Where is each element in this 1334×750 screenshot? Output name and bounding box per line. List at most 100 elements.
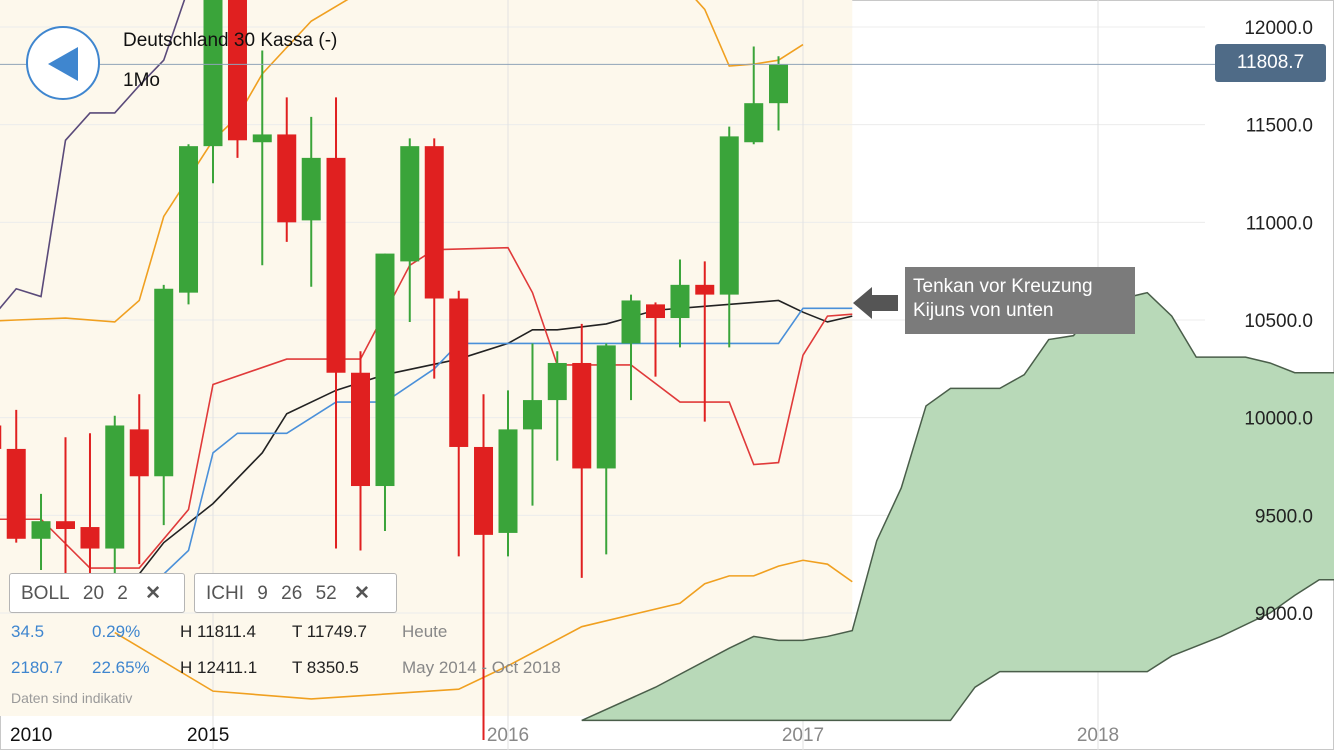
candle (695, 261, 715, 422)
y-tick-label: 12000.0 (1244, 18, 1313, 39)
boll-param-1: 20 (82, 583, 105, 604)
candle-body (129, 429, 149, 477)
callout-arrow-icon (853, 287, 898, 319)
candle (277, 97, 297, 242)
y-tick-label: 9500.0 (1255, 506, 1313, 527)
ichi-param-1: 9 (257, 583, 268, 604)
candle-body (80, 527, 100, 549)
candle (351, 351, 370, 551)
cloud-lower-line (581, 579, 1334, 722)
candle (400, 138, 420, 322)
candle-body (375, 253, 395, 487)
ichi-remove-icon[interactable]: ✕ (353, 583, 370, 604)
bollinger-upper-line (0, 0, 804, 323)
disclaimer-note: Daten sind indikativ (11, 690, 133, 706)
candle-body (105, 425, 125, 549)
candle (547, 351, 567, 461)
candle (301, 116, 321, 287)
candle (572, 323, 592, 578)
x-tick-label: 2018 (1077, 725, 1119, 746)
indicator-boll-chip[interactable]: BOLL 20 2 ✕ (9, 573, 185, 613)
candle (105, 415, 125, 578)
candle (31, 493, 51, 571)
candle-body (252, 134, 272, 143)
candle (424, 138, 444, 379)
stat-high: H 12411.1 (180, 658, 258, 677)
candle-body (154, 288, 174, 477)
candle-body (31, 521, 51, 539)
stat-pct: 22.65% (92, 658, 150, 677)
candle (252, 50, 272, 266)
candle-body (695, 284, 715, 295)
candle (227, 0, 247, 158)
x-tick-label: 2010 (10, 725, 52, 746)
bollinger-lower-line (114, 559, 853, 700)
ichi-param-2: 26 (281, 583, 303, 604)
candle-body (351, 372, 370, 487)
candle-body (6, 448, 26, 539)
candle-body (522, 400, 542, 430)
candle-body (0, 425, 2, 449)
stats-row-today: 34.5 0.29% H 11811.4 T 11749.7 Heute (0, 615, 640, 649)
cloud-upper-line (581, 291, 1334, 722)
candle-body (498, 429, 518, 533)
candle (646, 302, 665, 377)
candle (375, 253, 395, 531)
candle (449, 290, 469, 557)
candle (56, 437, 75, 576)
candle-body (203, 0, 223, 147)
candle-body (572, 362, 592, 469)
candle (179, 144, 199, 305)
candle-body (56, 521, 75, 530)
callout-line-2: Kijuns von unten (913, 300, 1054, 321)
candle-body (179, 146, 199, 293)
candle (670, 259, 690, 348)
candle-body (547, 362, 567, 401)
period-label[interactable]: 1Mo (123, 70, 160, 91)
ichi-name: ICHI (206, 583, 244, 604)
candle (522, 343, 542, 506)
y-tick-label: 11500.0 (1246, 116, 1313, 137)
candle-body (769, 64, 789, 104)
stat-range: May 2014 - Oct 2018 (402, 658, 561, 677)
candle (596, 343, 616, 555)
boll-param-2: 2 (117, 583, 128, 604)
current-price-tag: 11808.7 (1215, 44, 1326, 82)
boll-remove-icon[interactable]: ✕ (145, 583, 162, 604)
x-tick-label: 2017 (782, 725, 824, 746)
boll-name: BOLL (21, 583, 70, 604)
candle (129, 394, 149, 565)
candle (326, 97, 346, 549)
stat-high: H 11811.4 (180, 622, 256, 641)
y-tick-label: 10000.0 (1244, 409, 1313, 430)
candle (6, 409, 26, 543)
candle (498, 390, 518, 557)
candle-body (596, 345, 616, 469)
candle (719, 126, 739, 348)
candle-body (449, 298, 469, 447)
y-tick-label: 10500.0 (1244, 311, 1313, 332)
y-tick-label: 9000.0 (1255, 604, 1313, 625)
candle-body (227, 0, 247, 141)
candle-body (474, 446, 494, 535)
candle (474, 394, 494, 740)
ichi-param-3: 52 (315, 583, 337, 604)
candle (203, 0, 223, 184)
x-tick-label: 2016 (487, 725, 529, 746)
back-arrow-icon (48, 47, 78, 81)
candle-body (744, 103, 764, 143)
annotation-callout: Tenkan vor Kreuzung Kijuns von unten (905, 267, 1135, 334)
chikou-line (0, 0, 186, 310)
y-tick-label: 11000.0 (1246, 213, 1313, 234)
candle-body (621, 300, 641, 344)
back-button[interactable] (26, 26, 100, 100)
stat-pct: 0.29% (92, 622, 141, 641)
candle (154, 284, 174, 526)
candle-body (719, 136, 739, 295)
callout-line-1: Tenkan vor Kreuzung (913, 276, 1093, 297)
stat-low: T 8350.5 (292, 658, 359, 677)
indicator-ichi-chip[interactable]: ICHI 9 26 52 ✕ (194, 573, 397, 613)
stat-range: Heute (402, 622, 448, 641)
instrument-title: Deutschland 30 Kassa (-) (123, 30, 338, 51)
